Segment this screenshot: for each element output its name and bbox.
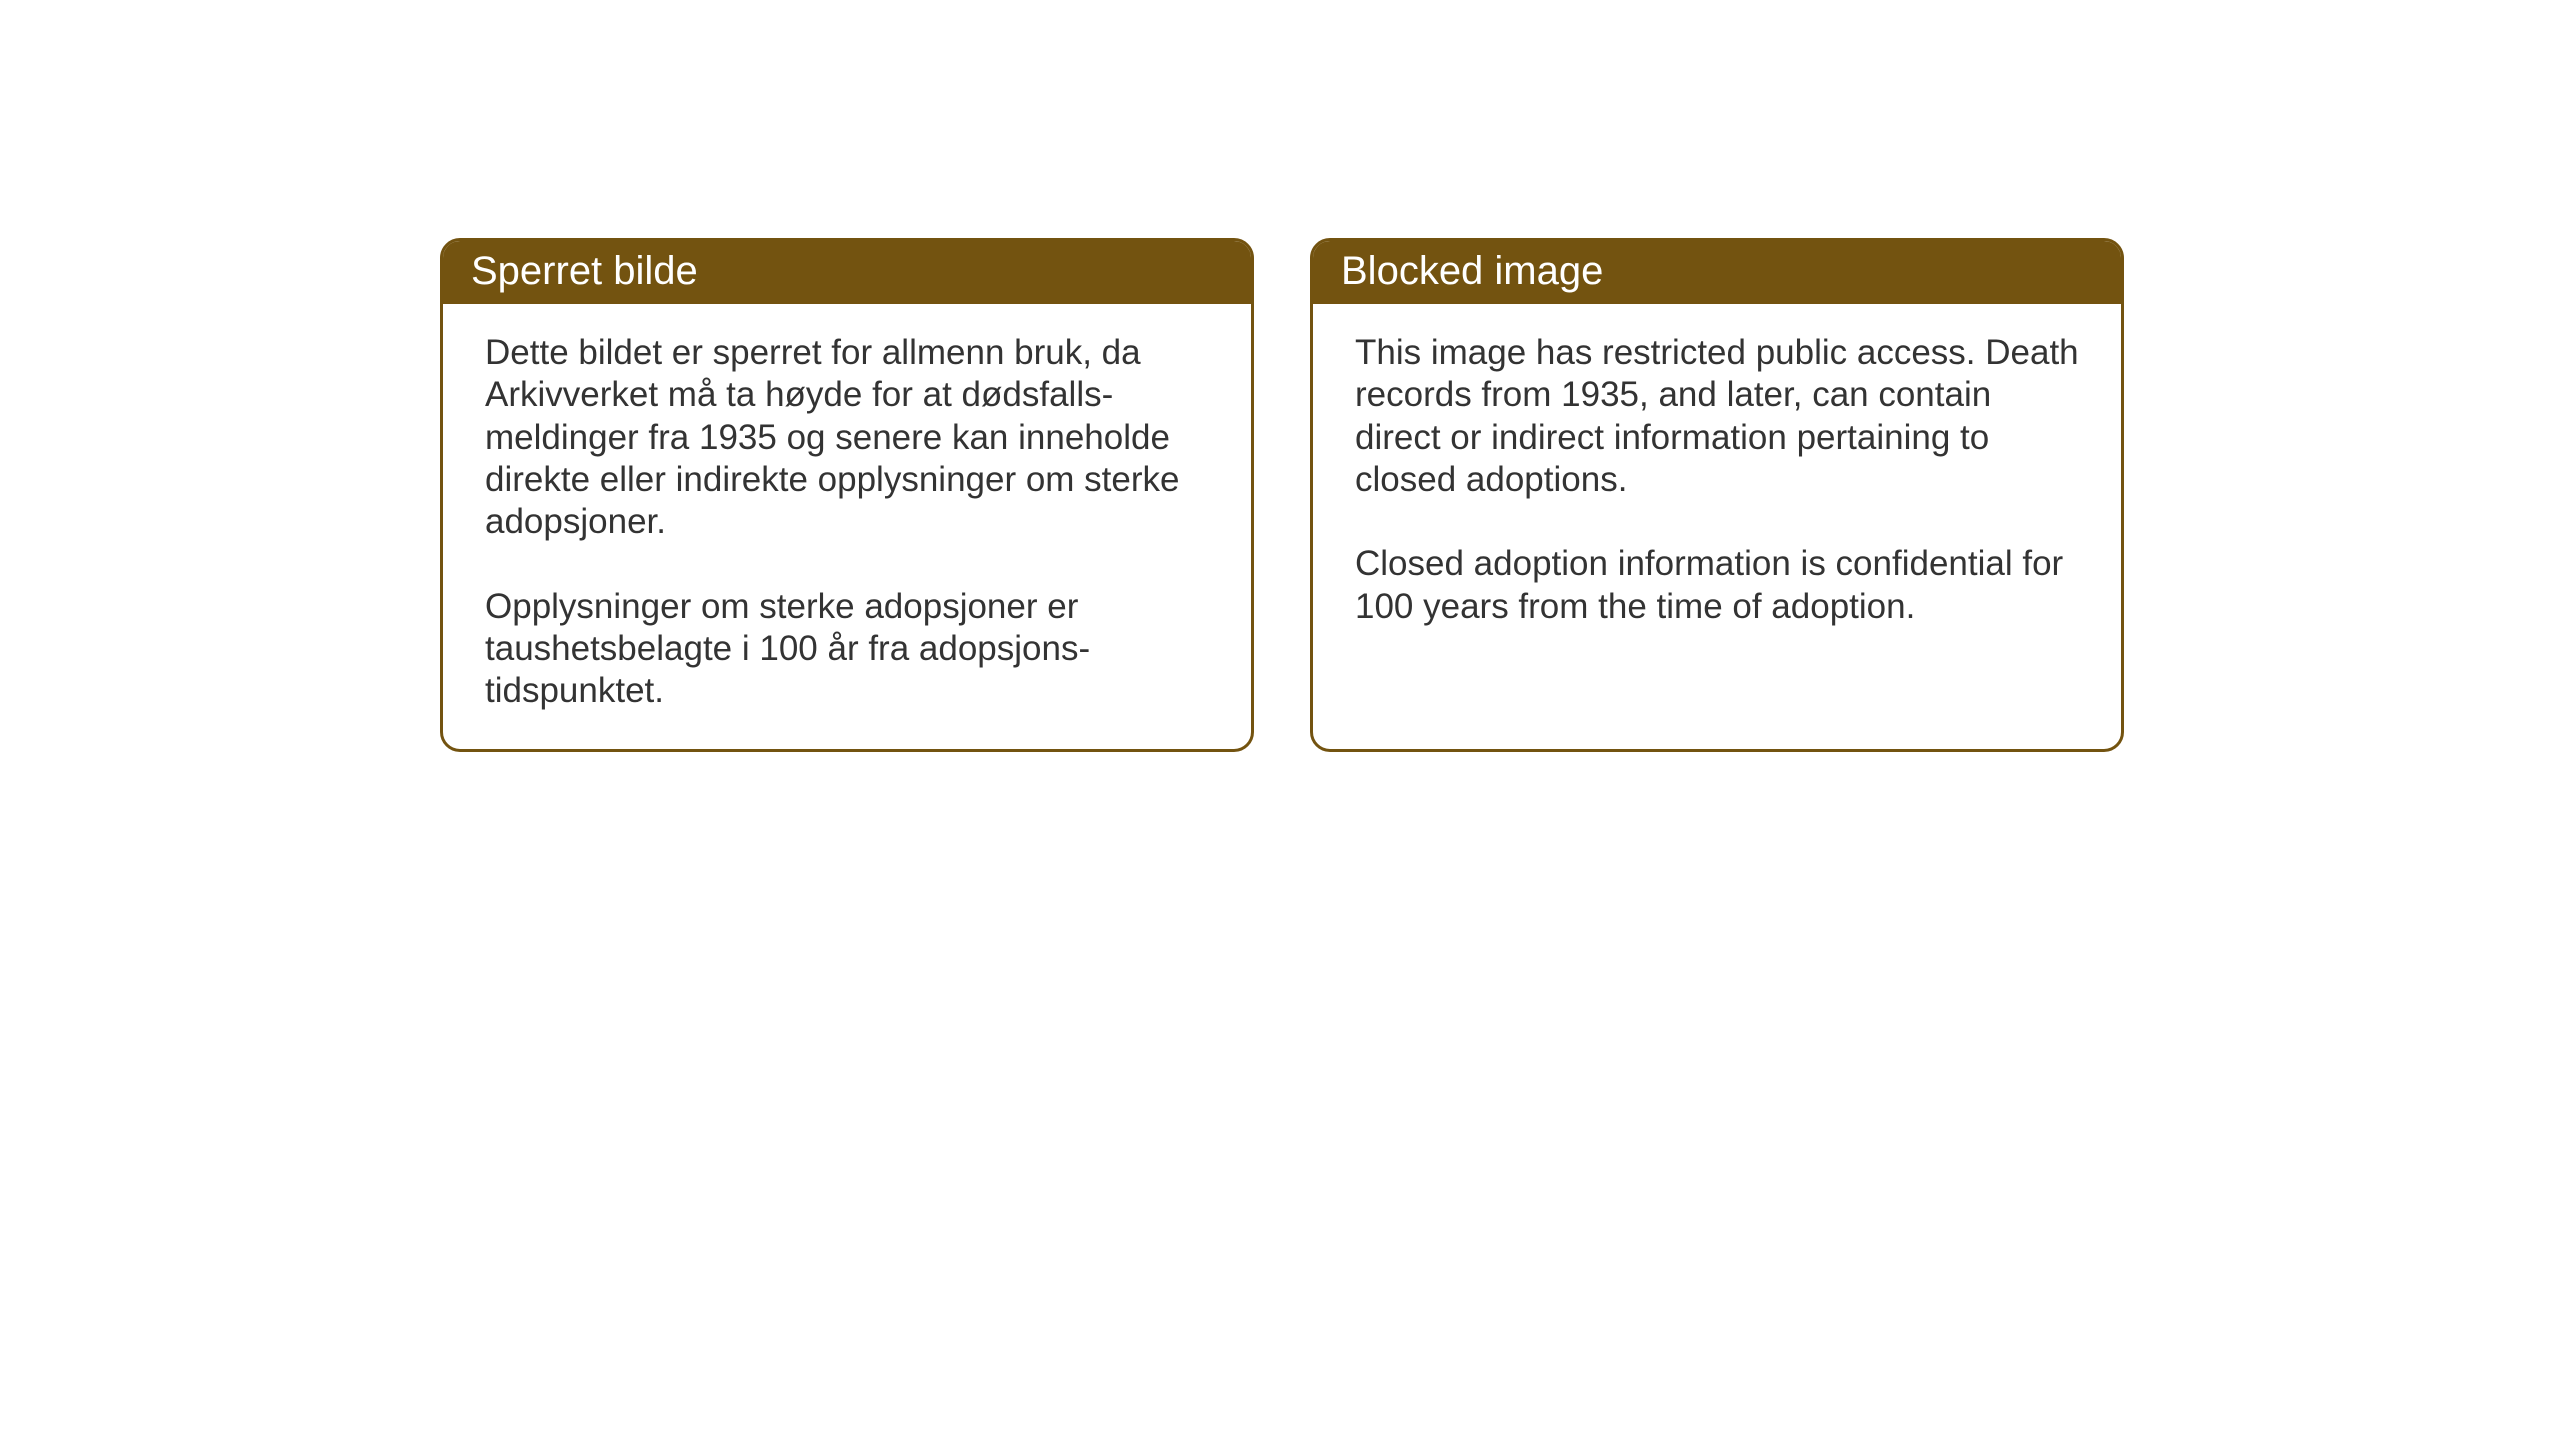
notice-card-english: Blocked image This image has restricted … [1310,238,2124,752]
card-paragraph: Dette bildet er sperret for allmenn bruk… [485,332,1209,544]
card-paragraph: Opplysninger om sterke adopsjoner er tau… [485,586,1209,713]
card-paragraph: Closed adoption information is confident… [1355,543,2079,628]
card-header-english: Blocked image [1313,241,2121,304]
card-body-english: This image has restricted public access.… [1313,304,2121,742]
notice-cards-container: Sperret bilde Dette bildet er sperret fo… [440,238,2124,752]
card-body-norwegian: Dette bildet er sperret for allmenn bruk… [443,304,1251,749]
card-header-norwegian: Sperret bilde [443,241,1251,304]
card-paragraph: This image has restricted public access.… [1355,332,2079,501]
notice-card-norwegian: Sperret bilde Dette bildet er sperret fo… [440,238,1254,752]
